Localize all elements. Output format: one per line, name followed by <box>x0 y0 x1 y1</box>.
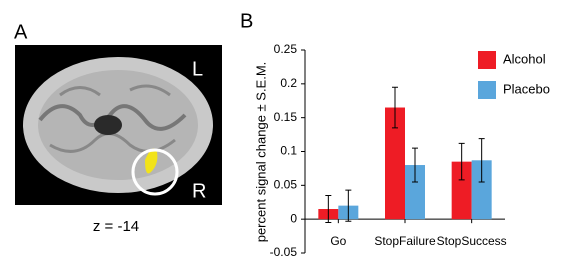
y-tick-label: 0.1 <box>280 144 297 158</box>
x-tick-label: Go <box>330 234 346 248</box>
error-bar <box>325 194 332 224</box>
orientation-left: L <box>192 58 203 80</box>
panel-label: B <box>240 10 253 32</box>
x-tick-label: StopSuccess <box>437 234 507 248</box>
bar <box>471 160 492 220</box>
orientation-right: R <box>192 180 206 202</box>
y-tick-label: 0.15 <box>274 110 298 124</box>
x-tick-label: StopFailure <box>374 234 436 248</box>
legend-swatch <box>478 51 496 69</box>
error-bar <box>345 189 352 222</box>
error-bar <box>412 147 418 183</box>
bar <box>451 161 472 220</box>
legend-label: Alcohol <box>503 51 546 66</box>
brain-image: L R <box>15 45 222 205</box>
y-tick-label: 0 <box>290 211 297 225</box>
y-tick-label: -0.05 <box>270 245 298 259</box>
error-bar <box>478 138 485 183</box>
legend-label: Placebo <box>503 81 550 96</box>
legend-swatch <box>478 81 496 99</box>
bar <box>405 165 425 220</box>
error-bar <box>392 86 398 129</box>
y-tick-label: 0.05 <box>274 178 298 192</box>
error-bar <box>458 142 465 181</box>
y-tick-label: 0.25 <box>274 42 298 56</box>
y-tick-label: 0.2 <box>280 76 297 90</box>
bar <box>385 107 405 220</box>
slice-caption: z = -14 <box>93 218 139 235</box>
panel-label: A <box>14 21 28 43</box>
y-axis-label: percent signal change ± S.E.M. <box>253 62 268 243</box>
